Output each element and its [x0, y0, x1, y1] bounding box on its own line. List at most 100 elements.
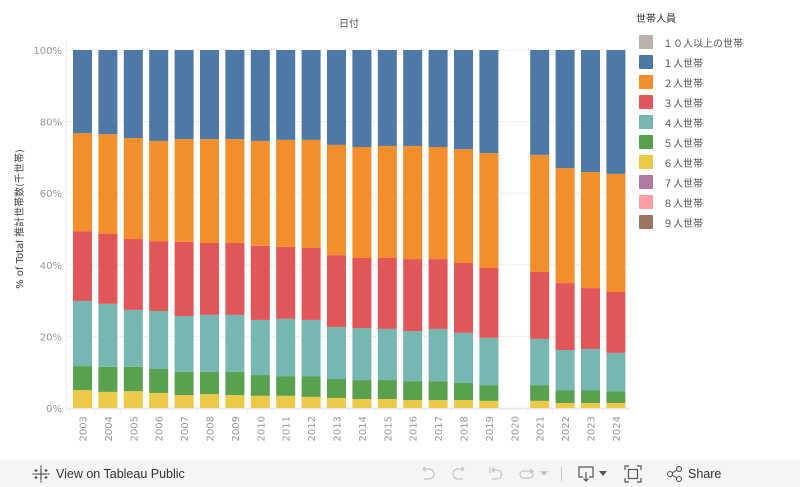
- bar-segment[interactable]: [73, 390, 92, 408]
- bar-segment[interactable]: [454, 149, 473, 264]
- bar-segment[interactable]: [428, 147, 448, 260]
- bar-segment[interactable]: [149, 140, 169, 242]
- bar-segment[interactable]: [250, 50, 270, 141]
- bar-segment[interactable]: [123, 309, 143, 367]
- bar-segment[interactable]: [428, 400, 448, 408]
- bar-segment[interactable]: [377, 50, 397, 146]
- bar-segment[interactable]: [225, 139, 245, 243]
- bar-segment[interactable]: [200, 242, 219, 315]
- legend-item[interactable]: ４人世帯: [636, 112, 800, 132]
- bar-segment[interactable]: [98, 234, 118, 304]
- bar-segment[interactable]: [276, 50, 296, 140]
- bar-segment[interactable]: [352, 147, 372, 258]
- bar-segment[interactable]: [403, 145, 423, 260]
- bar-segment[interactable]: [479, 337, 499, 386]
- bar-segment[interactable]: [73, 231, 92, 301]
- bar-segment[interactable]: [555, 50, 575, 169]
- revert-icon[interactable]: [477, 466, 515, 482]
- bar-segment[interactable]: [200, 50, 219, 140]
- legend-item[interactable]: ７人世帯: [636, 172, 800, 192]
- bar-segment[interactable]: [530, 400, 550, 408]
- bar-segment[interactable]: [225, 242, 245, 315]
- legend-item[interactable]: １０人以上の世帯: [636, 32, 800, 52]
- bar-segment[interactable]: [530, 385, 550, 401]
- bar-segment[interactable]: [98, 303, 118, 367]
- bar-segment[interactable]: [454, 263, 473, 333]
- bar-segment[interactable]: [454, 332, 473, 383]
- bar-segment[interactable]: [301, 139, 321, 248]
- bar-segment[interactable]: [530, 338, 550, 386]
- bar-segment[interactable]: [377, 145, 397, 258]
- bar-segment[interactable]: [606, 50, 626, 174]
- bar-segment[interactable]: [352, 399, 372, 408]
- bar-segment[interactable]: [149, 368, 169, 393]
- bar-segment[interactable]: [301, 50, 321, 140]
- bar-segment[interactable]: [200, 314, 219, 372]
- bar-segment[interactable]: [606, 352, 626, 392]
- bar-segment[interactable]: [403, 50, 423, 146]
- bar-segment[interactable]: [250, 245, 270, 320]
- bar-segment[interactable]: [327, 255, 346, 328]
- bar-segment[interactable]: [149, 50, 169, 141]
- bar-segment[interactable]: [250, 319, 270, 376]
- bar-segment[interactable]: [606, 173, 626, 293]
- bar-segment[interactable]: [98, 134, 118, 235]
- bar-segment[interactable]: [606, 402, 626, 408]
- bar-segment[interactable]: [581, 402, 600, 408]
- bar-segment[interactable]: [98, 391, 118, 408]
- undo-icon[interactable]: [415, 465, 441, 482]
- bar-segment[interactable]: [276, 318, 296, 377]
- bar-segment[interactable]: [479, 153, 499, 269]
- bar-segment[interactable]: [123, 138, 143, 240]
- bar-segment[interactable]: [250, 375, 270, 396]
- bar-segment[interactable]: [174, 50, 194, 140]
- bar-segment[interactable]: [250, 395, 270, 408]
- bar-segment[interactable]: [327, 397, 346, 408]
- bar-segment[interactable]: [73, 366, 92, 391]
- bar-segment[interactable]: [276, 376, 296, 396]
- bar-segment[interactable]: [225, 395, 245, 408]
- bar-segment[interactable]: [327, 327, 346, 380]
- legend-item[interactable]: ３人世帯: [636, 92, 800, 112]
- bar-segment[interactable]: [174, 371, 194, 396]
- bar-segment[interactable]: [581, 50, 600, 173]
- download-icon[interactable]: [576, 465, 596, 483]
- bar-segment[interactable]: [352, 257, 372, 329]
- bar-segment[interactable]: [250, 140, 270, 246]
- bar-segment[interactable]: [428, 259, 448, 329]
- bar-segment[interactable]: [149, 392, 169, 408]
- bar-segment[interactable]: [200, 371, 219, 395]
- legend-item[interactable]: ２人世帯: [636, 72, 800, 92]
- bar-segment[interactable]: [276, 246, 296, 319]
- bar-segment[interactable]: [73, 300, 92, 367]
- bar-segment[interactable]: [428, 50, 448, 148]
- bar-segment[interactable]: [428, 381, 448, 401]
- bar-segment[interactable]: [377, 399, 397, 408]
- bar-segment[interactable]: [327, 379, 346, 398]
- bar-segment[interactable]: [606, 391, 626, 403]
- legend-item[interactable]: ９人世帯: [636, 212, 800, 232]
- bar-segment[interactable]: [403, 331, 423, 382]
- download-dropdown-icon[interactable]: [596, 470, 610, 477]
- bar-segment[interactable]: [200, 394, 219, 408]
- bar-segment[interactable]: [174, 315, 194, 372]
- bar-segment[interactable]: [301, 319, 321, 377]
- bar-segment[interactable]: [98, 366, 118, 392]
- bar-segment[interactable]: [73, 133, 92, 232]
- redo-icon[interactable]: [441, 465, 477, 482]
- view-on-tableau-public-link[interactable]: View on Tableau Public: [32, 465, 185, 483]
- refresh-icon[interactable]: [515, 466, 539, 482]
- bar-segment[interactable]: [581, 288, 600, 349]
- bar-segment[interactable]: [555, 283, 575, 351]
- bar-segment[interactable]: [479, 50, 499, 154]
- bar-segment[interactable]: [555, 402, 575, 408]
- bar-segment[interactable]: [174, 395, 194, 408]
- legend-item[interactable]: １人世帯: [636, 52, 800, 72]
- bar-segment[interactable]: [428, 328, 448, 382]
- bar-segment[interactable]: [123, 391, 143, 408]
- bar-segment[interactable]: [530, 271, 550, 339]
- bar-segment[interactable]: [454, 50, 473, 150]
- bar-segment[interactable]: [200, 139, 219, 243]
- bar-segment[interactable]: [276, 139, 296, 247]
- bar-segment[interactable]: [403, 259, 423, 332]
